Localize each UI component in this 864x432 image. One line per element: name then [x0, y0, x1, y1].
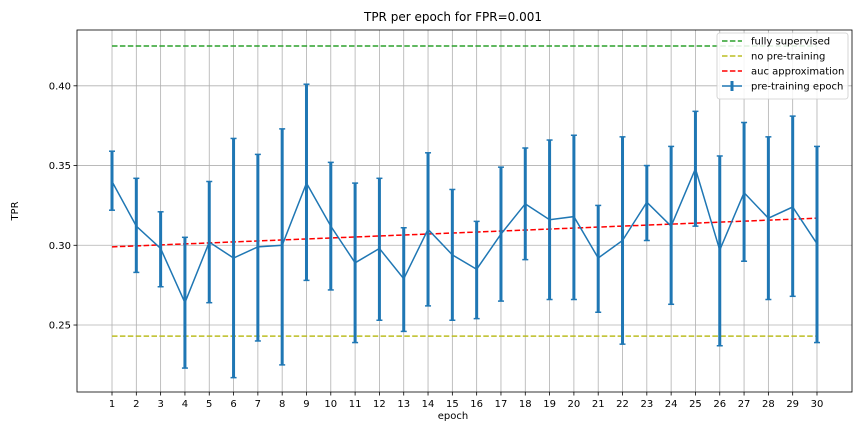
x-tick-label: 13	[397, 399, 410, 410]
x-tick-label: 23	[640, 399, 653, 410]
x-tick-label: 3	[157, 399, 163, 410]
chart-title: TPR per epoch for FPR=0.001	[363, 10, 542, 24]
reference-line-auc-approximation	[111, 217, 818, 248]
x-axis: 1 2 3 4 5 6 7 8 9 10 11 12 13 14 15 16 17 18 19 20 21 22 23 24 2…	[109, 392, 824, 410]
x-tick-label: 26	[713, 399, 726, 410]
x-tick-label: 25	[689, 399, 702, 410]
x-tick-label: 27	[738, 399, 751, 410]
x-tick-label: 22	[616, 399, 629, 410]
x-tick-label: 4	[182, 399, 188, 410]
legend-label-fully-supervised: fully supervised	[751, 37, 830, 48]
legend: fully supervised no pre-training auc appro…	[716, 32, 849, 100]
reference-lines	[111, 45, 818, 337]
x-tick-label: 8	[279, 399, 285, 410]
y-axis: 0.25 0.30 0.35 0.40	[49, 81, 77, 332]
x-tick-label: 30	[811, 399, 824, 410]
x-tick-label: 7	[255, 399, 261, 410]
x-tick-label: 6	[230, 399, 236, 410]
x-tick-label: 18	[519, 399, 532, 410]
legend-label-pre-training-epoch: pre-training epoch	[751, 82, 843, 93]
x-tick-label: 10	[324, 399, 337, 410]
legend-label-no-pre-training: no pre-training	[751, 52, 825, 63]
x-tick-label: 15	[446, 399, 459, 410]
x-tick-label: 14	[422, 399, 435, 410]
y-tick-label: 0.40	[49, 81, 71, 92]
plot-frame	[76, 29, 853, 393]
x-tick-label: 17	[495, 399, 508, 410]
x-tick-label: 12	[373, 399, 386, 410]
x-tick-label: 1	[109, 399, 115, 410]
x-tick-label: 16	[470, 399, 483, 410]
y-axis-label: TPR	[10, 201, 21, 221]
legend-label-auc-approximation: auc approximation	[751, 67, 844, 78]
x-tick-label: 5	[206, 399, 212, 410]
x-tick-label: 28	[762, 399, 775, 410]
series-line	[111, 166, 818, 305]
legend-box	[716, 32, 849, 100]
x-tick-label: 20	[568, 399, 581, 410]
series	[111, 166, 818, 305]
x-axis-label: epoch	[438, 411, 468, 422]
x-tick-label: 19	[543, 399, 556, 410]
x-tick-label: 9	[303, 399, 309, 410]
y-tick-label: 0.25	[49, 321, 71, 332]
x-tick-label: 11	[349, 399, 362, 410]
x-tick-label: 29	[786, 399, 799, 410]
x-tick-label: 24	[665, 399, 678, 410]
y-tick-label: 0.30	[49, 241, 71, 252]
x-tick-label: 21	[592, 399, 605, 410]
x-tick-label: 2	[133, 399, 139, 410]
y-tick-label: 0.35	[49, 161, 71, 172]
